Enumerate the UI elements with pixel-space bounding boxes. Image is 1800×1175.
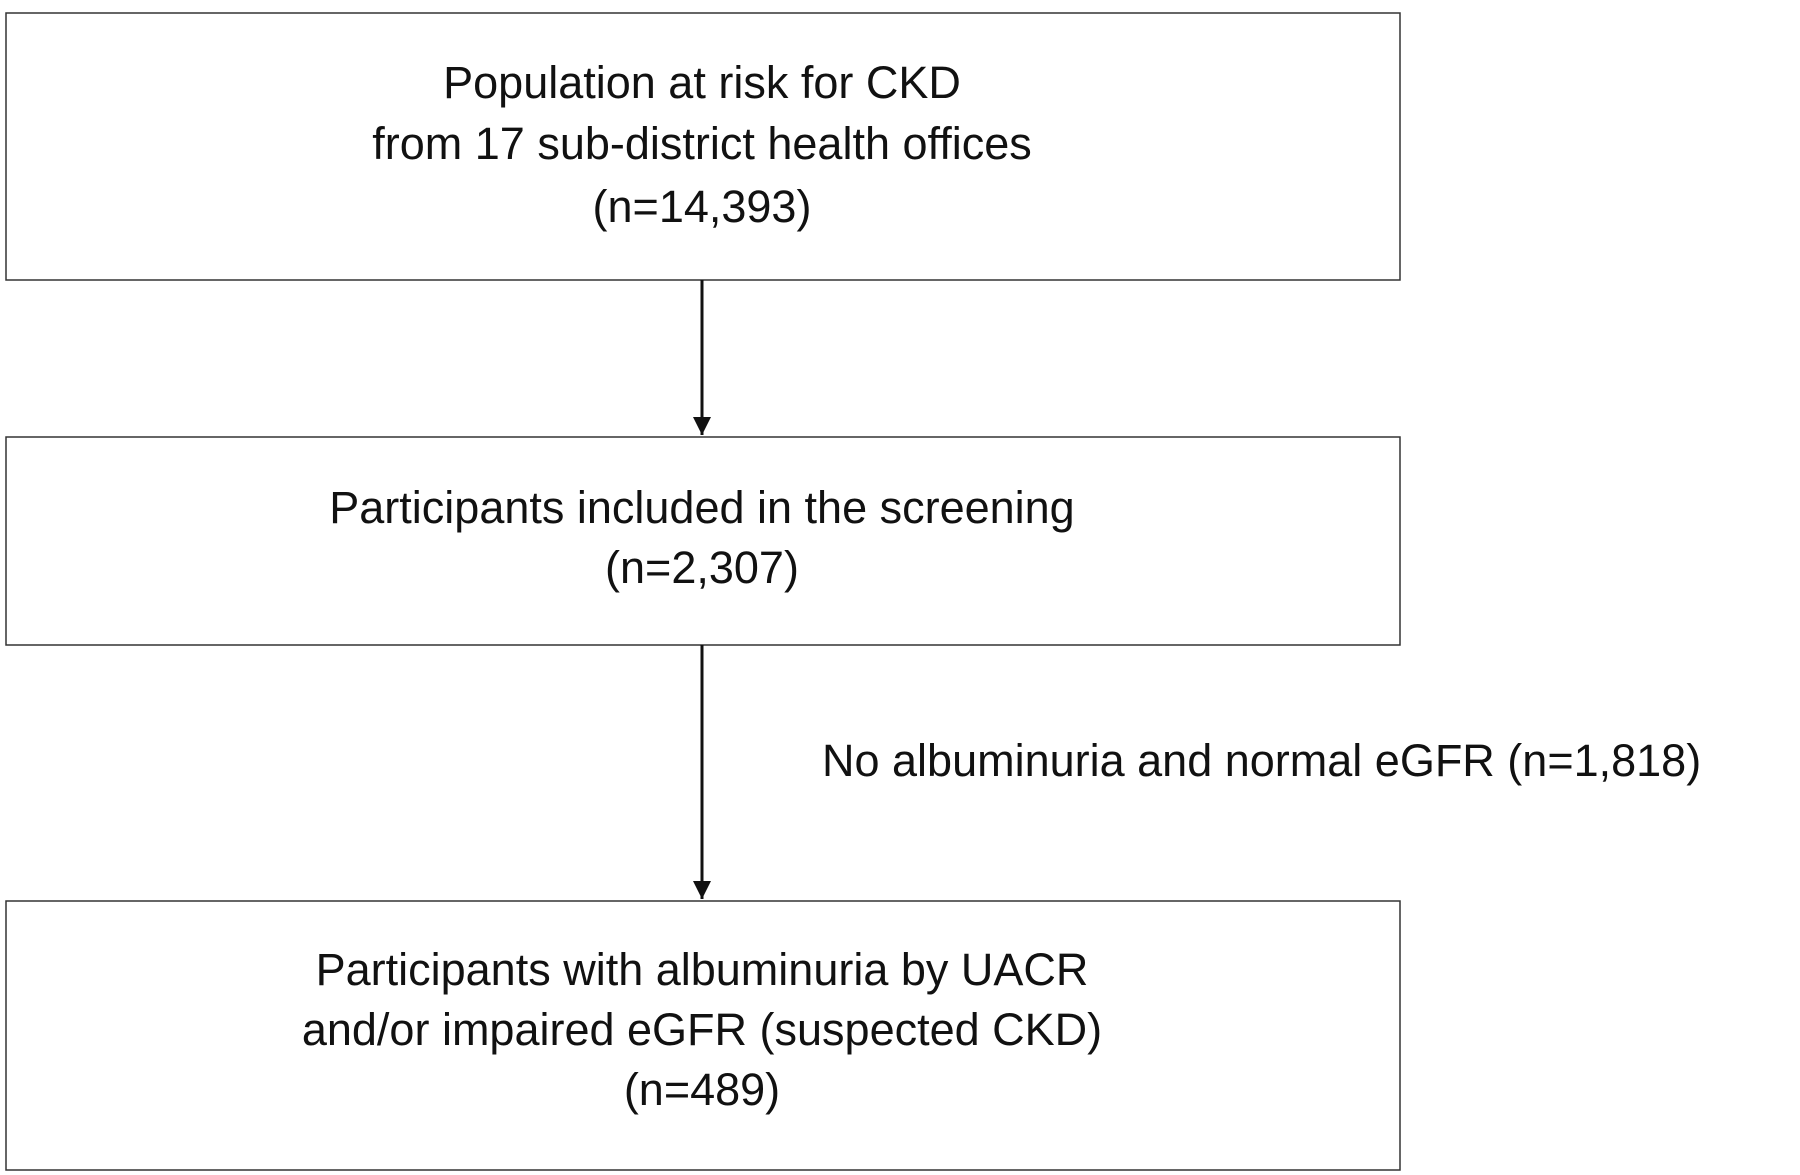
node-box [5, 900, 1401, 1171]
node-text: (n=14,393) [593, 181, 812, 232]
node-text: Participants with albuminuria by UACR [316, 944, 1089, 995]
node-text: and/or impaired eGFR (suspected CKD) [302, 1004, 1102, 1055]
edge-label: No albuminuria and normal eGFR (n=1,818) [822, 735, 1701, 786]
node-text: (n=2,307) [605, 542, 799, 593]
node-box [5, 436, 1401, 646]
node-text: Population at risk for CKD [443, 57, 961, 108]
node-text: Participants included in the screening [329, 482, 1074, 533]
node-text: (n=489) [624, 1064, 780, 1115]
node-box [5, 12, 1401, 281]
node-text: from 17 sub-district health offices [372, 118, 1031, 169]
